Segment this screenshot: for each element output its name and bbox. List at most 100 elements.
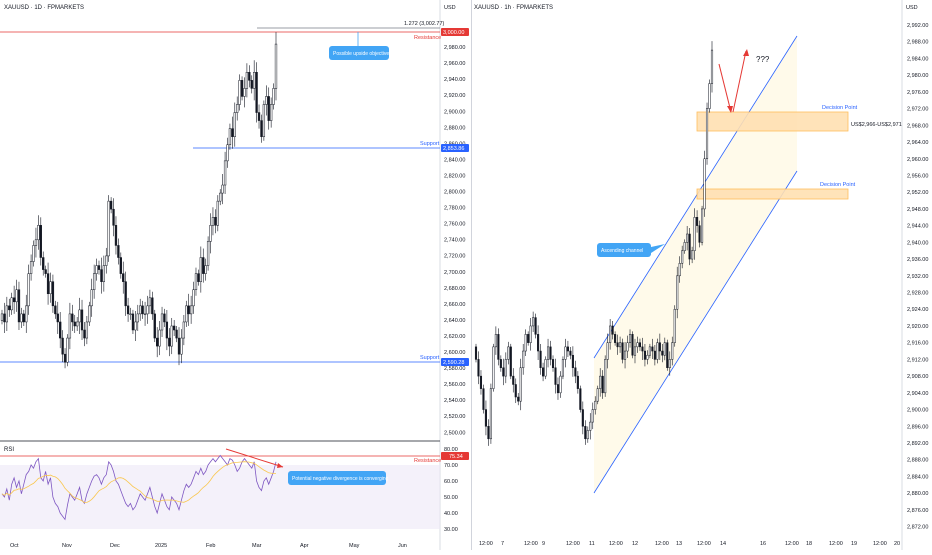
daily-candle <box>143 313 147 315</box>
right-time-tick: 19 <box>851 541 857 547</box>
hourly-candle <box>604 359 607 394</box>
daily-candle <box>102 265 105 282</box>
right-price-tick: 2,952.00 <box>907 190 928 196</box>
hourly-candle <box>484 409 487 427</box>
daily-candle <box>29 261 33 274</box>
left-time-tick: Oct <box>10 543 19 549</box>
daily-candle <box>165 321 169 339</box>
daily-candle <box>221 184 224 194</box>
daily-candle <box>37 225 40 241</box>
daily-candle <box>117 245 120 258</box>
daily-candle <box>114 225 118 246</box>
daily-candle <box>243 88 246 97</box>
hourly-candle <box>656 342 659 360</box>
daily-candle <box>97 265 101 270</box>
upside-objective-callout <box>329 46 389 60</box>
daily-candle <box>265 96 268 105</box>
daily-candle <box>0 313 4 321</box>
daily-candle <box>148 297 152 307</box>
hourly-candle <box>708 83 711 109</box>
daily-candle <box>236 104 239 113</box>
support-lower-price-value: 2,590.28 <box>443 360 464 366</box>
daily-candle <box>204 265 207 274</box>
rsi-ma-line <box>1 461 276 504</box>
daily-candle <box>238 80 241 105</box>
decision-upper-value: US$2,966-US$2,971 <box>851 122 902 128</box>
hourly-candles <box>474 41 714 446</box>
right-chart-title: XAUUSD · 1h · FPMARKETS <box>474 5 553 11</box>
hourly-candle <box>514 384 517 398</box>
hourly-candle <box>606 342 609 360</box>
left-price-tick: 2,580.00 <box>444 366 465 372</box>
right-time-tick: 18 <box>806 541 812 547</box>
hourly-candle <box>641 346 644 352</box>
hourly-candle <box>559 375 562 394</box>
right-price-tick: 2,960.00 <box>907 157 928 163</box>
right-price-tick: 2,944.00 <box>907 224 928 230</box>
daily-candle <box>119 257 122 274</box>
rsi-tick: 50.00 <box>444 495 458 501</box>
right-price-tick: 2,992.00 <box>907 23 928 29</box>
right-price-tick: 2,916.00 <box>907 341 928 347</box>
daily-candle <box>122 273 125 282</box>
daily-candle <box>240 80 244 97</box>
daily-chart-panel: XAUUSD · 1D · FPMARKETS USD 2,980.00 2,96… <box>0 0 469 550</box>
hourly-candle <box>532 317 535 327</box>
daily-candle <box>85 321 89 339</box>
hourly-candle <box>542 367 545 377</box>
support-upper-label: Support <box>420 141 440 147</box>
hourly-candle <box>633 346 637 356</box>
hourly-candle <box>522 350 525 369</box>
hourly-candle <box>673 308 676 343</box>
daily-candle <box>78 309 81 323</box>
channel-fill <box>594 36 797 493</box>
rsi-series <box>1 454 277 521</box>
daily-candle <box>262 104 266 137</box>
scenario-arrow-up-head <box>743 49 749 56</box>
hourly-candle <box>589 421 592 431</box>
hourly-candle <box>663 342 666 356</box>
daily-candle <box>197 273 200 282</box>
hourly-candle <box>698 225 701 243</box>
daily-candle <box>109 200 113 210</box>
daily-candle <box>32 245 35 262</box>
daily-candle <box>42 257 45 270</box>
hourly-candle <box>509 346 512 377</box>
right-time-tick: 12:00 <box>655 541 669 547</box>
daily-candle <box>182 321 186 339</box>
right-time-axis: 12:00 7 12:00 9 12:00 11 12:00 12 12:00 13 12:00 14… <box>479 541 900 547</box>
left-time-tick: Nov <box>62 543 72 549</box>
hourly-candle <box>601 375 604 394</box>
right-price-tick: 2,932.00 <box>907 274 928 280</box>
daily-candle <box>8 305 11 311</box>
hourly-candle <box>519 367 522 402</box>
hourly-candle <box>681 250 684 264</box>
left-time-tick: Apr <box>300 543 309 549</box>
channel-lower-line <box>593 170 798 494</box>
hourly-candle <box>614 334 617 343</box>
daily-candle <box>90 289 93 307</box>
rsi-resistance-value: 75.34 <box>449 454 463 460</box>
left-price-tick: 2,760.00 <box>444 222 465 228</box>
daily-candle <box>131 313 135 331</box>
daily-candle <box>185 305 188 323</box>
right-time-tick: 12:00 <box>785 541 799 547</box>
hourly-candle <box>494 334 497 348</box>
support-upper-price-value: 2,853.86 <box>443 146 464 152</box>
daily-candle <box>202 257 205 274</box>
hourly-candle <box>701 208 704 243</box>
left-time-tick: Mar <box>252 543 262 549</box>
hourly-candle <box>696 217 699 226</box>
right-price-tick: 2,912.00 <box>907 357 928 363</box>
right-price-tick: 2,968.00 <box>907 123 928 129</box>
right-time-tick: 12:00 <box>479 541 493 547</box>
hourly-candle <box>482 388 485 410</box>
right-price-tick: 2,976.00 <box>907 90 928 96</box>
channel-callout-pointer <box>651 244 665 253</box>
right-time-tick: 13 <box>676 541 682 547</box>
daily-candle <box>12 297 16 303</box>
right-price-tick: 2,972.00 <box>907 107 928 113</box>
hourly-candle <box>661 350 664 356</box>
hourly-candle <box>539 350 542 369</box>
